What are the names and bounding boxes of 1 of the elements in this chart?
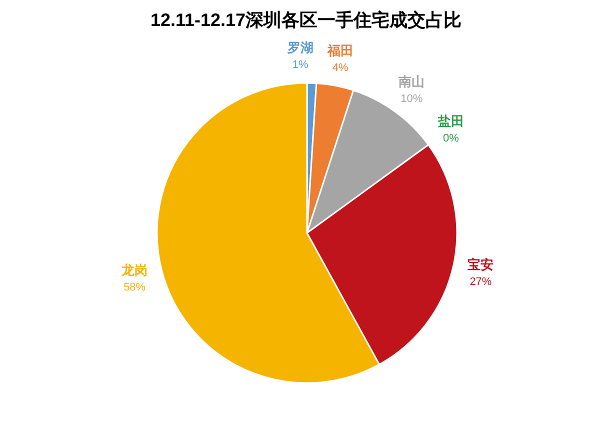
chart-title: 12.11-12.17深圳各区一手住宅成交占比 <box>150 10 462 30</box>
